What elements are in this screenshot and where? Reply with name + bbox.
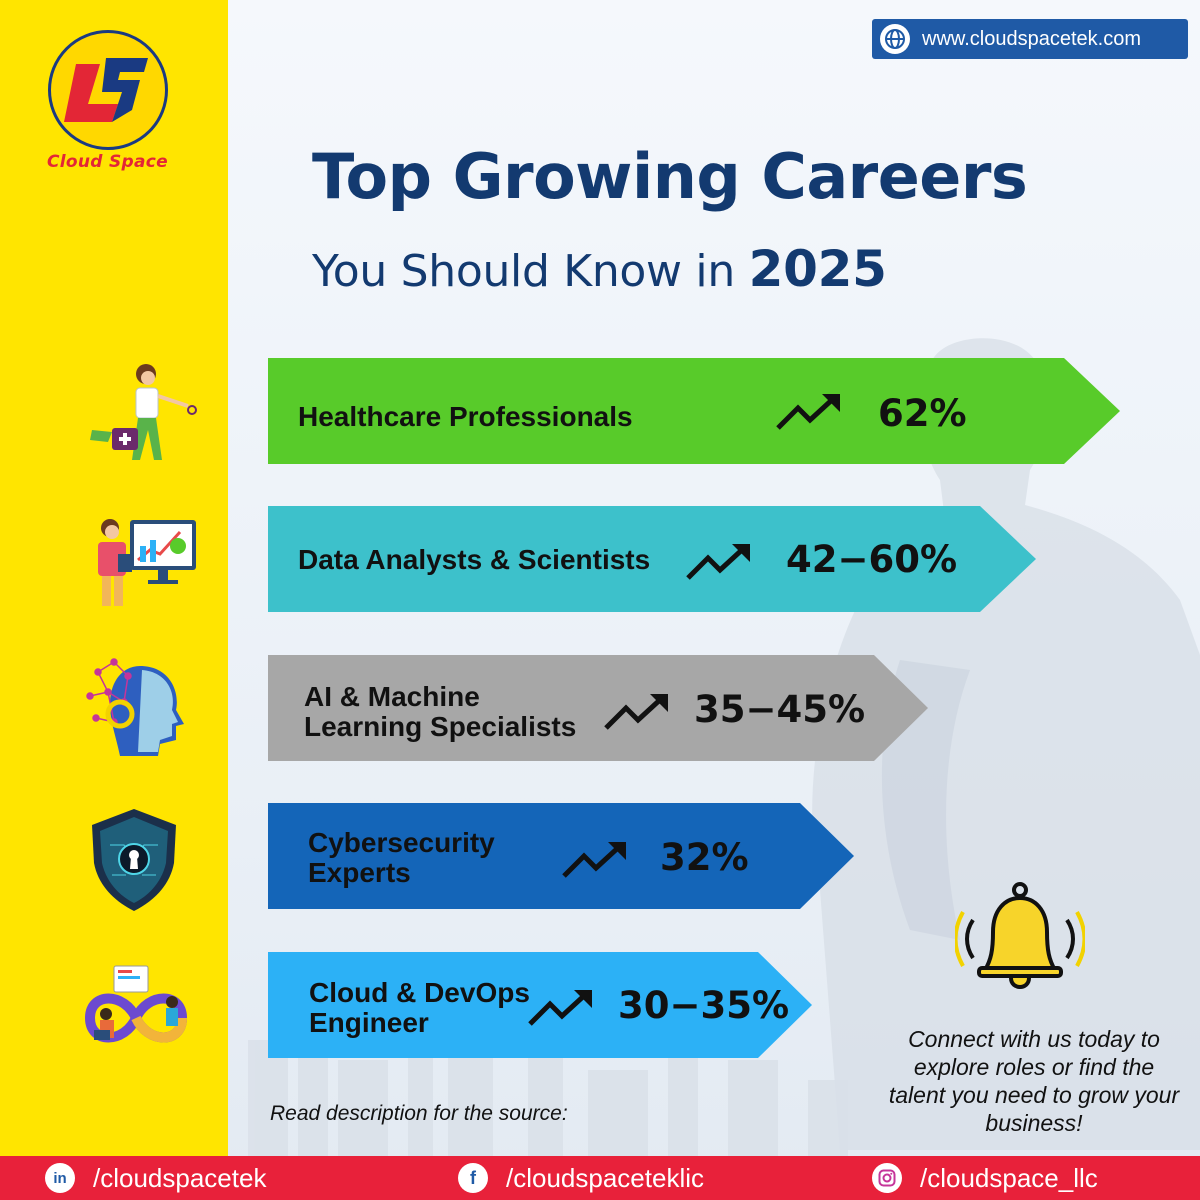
facebook-icon: f (458, 1163, 488, 1193)
linkedin-icon: in (45, 1163, 75, 1193)
call-to-action-text: Connect with us today to explore roles o… (888, 1026, 1180, 1136)
instagram-handle: /cloudspace_llc (920, 1162, 1098, 1193)
career-bar-healthcare (268, 358, 1120, 464)
career-label-line2: Experts (308, 857, 411, 888)
career-bar-shape (268, 655, 928, 761)
career-value-data-analysts: 42−60% (786, 538, 958, 581)
trend-up-icon (562, 842, 626, 878)
career-label-healthcare: Healthcare Professionals (298, 402, 633, 432)
trend-up-icon (776, 394, 840, 430)
shield-lock-icon (92, 809, 176, 911)
career-label-line1: Healthcare Professionals (298, 401, 633, 432)
subtitle-text: You Should Know in (312, 246, 735, 297)
career-label-line1: Cybersecurity (308, 827, 495, 858)
instagram-link[interactable]: /cloudspace_llc (872, 1156, 1098, 1200)
facebook-handle: /cloudspaceteklic (506, 1162, 704, 1193)
facebook-link[interactable]: f /cloudspaceteklic (458, 1156, 704, 1200)
career-label-cybersecurity: Cybersecurity Experts (308, 828, 495, 888)
career-bar-cloud-devops (268, 952, 812, 1058)
page-subtitle: You Should Know in 2025 (312, 240, 887, 298)
social-footer: in /cloudspacetek f /cloudspaceteklic /c… (0, 1156, 1200, 1200)
career-label-line1: Data Analysts & Scientists (298, 544, 651, 575)
instagram-icon (872, 1163, 902, 1193)
career-label-line2: Engineer (309, 1007, 429, 1038)
trend-up-icon (686, 544, 750, 580)
career-bar-data-analysts (268, 506, 1036, 612)
globe-icon (880, 24, 910, 54)
career-label-line2: Learning Specialists (304, 711, 577, 742)
linkedin-link[interactable]: in /cloudspacetek (45, 1156, 266, 1200)
career-label-cloud-devops: Cloud & DevOps Engineer (309, 978, 530, 1038)
source-note: Read description for the source: (270, 1102, 568, 1125)
career-bar-shape (268, 506, 1036, 612)
trend-up-icon (528, 990, 592, 1026)
healthcare-worker-icon (90, 364, 197, 460)
website-url: www.cloudspacetek.com (922, 27, 1141, 50)
subtitle-year: 2025 (748, 240, 887, 298)
career-bar-shape (268, 358, 1120, 464)
ai-head-icon (86, 658, 184, 756)
cloud-space-logo: Cloud Space (40, 30, 175, 180)
career-value-cybersecurity: 32% (660, 836, 749, 879)
career-bar-shape (268, 952, 812, 1058)
page-title: Top Growing Careers (312, 140, 1028, 213)
career-bar-shape (268, 803, 854, 909)
career-label-line1: AI & Machine (304, 681, 480, 712)
career-label-ai-ml: AI & Machine Learning Specialists (304, 682, 576, 742)
career-label-line1: Cloud & DevOps (309, 977, 530, 1008)
logo-ls-mark-icon (64, 58, 148, 122)
career-bar-ai-ml (268, 655, 928, 761)
data-analyst-icon (98, 519, 196, 606)
career-bar-cybersecurity (268, 803, 854, 909)
website-link[interactable]: www.cloudspacetek.com (872, 19, 1188, 59)
trend-up-icon (604, 694, 668, 730)
devops-icon (84, 965, 188, 1043)
career-value-ai-ml: 35−45% (694, 688, 866, 731)
career-label-data-analysts: Data Analysts & Scientists (298, 545, 650, 575)
career-value-healthcare: 62% (878, 392, 967, 435)
logo-text: Cloud Space (47, 152, 168, 172)
career-value-cloud-devops: 30−35% (618, 984, 790, 1027)
linkedin-handle: /cloudspacetek (93, 1162, 267, 1193)
bell-notification-icon (955, 882, 1085, 989)
